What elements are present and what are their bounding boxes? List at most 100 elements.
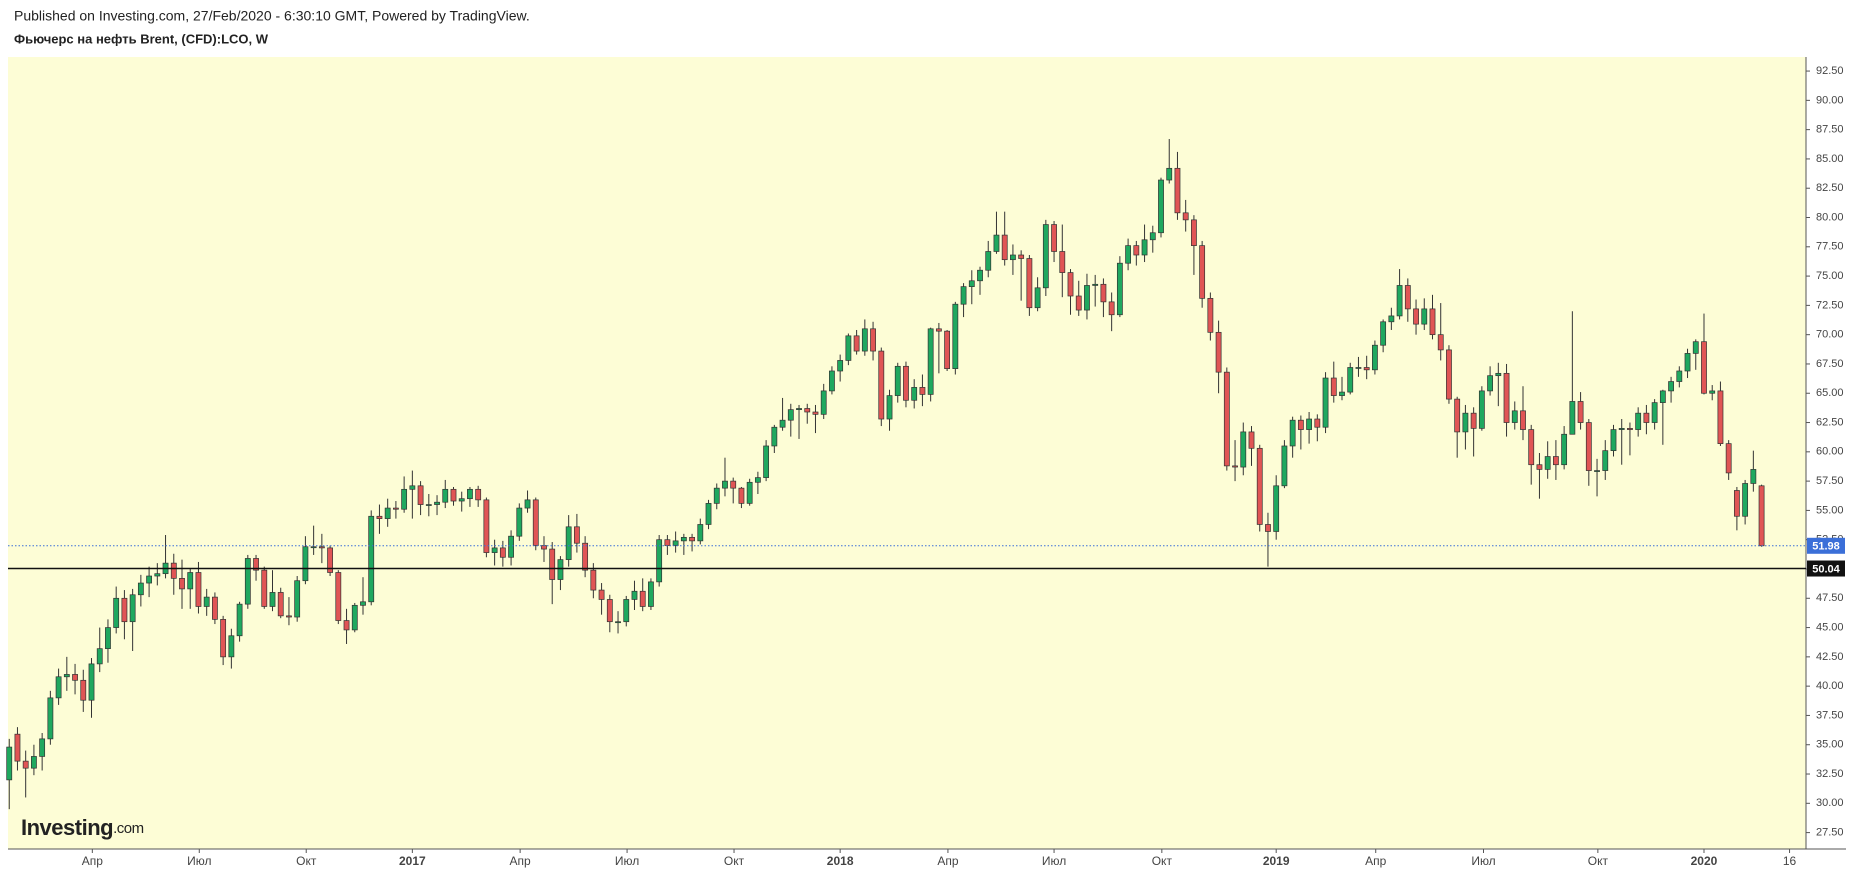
candle-body: [368, 515, 375, 603]
candle-body: [1396, 285, 1403, 317]
candle-body: [1561, 433, 1568, 466]
candle-body: [968, 280, 975, 287]
candle-body: [236, 603, 243, 637]
candle-body: [1265, 524, 1271, 532]
candle-body: [1100, 283, 1107, 303]
candle-body: [63, 674, 70, 678]
y-tick-label: 72.50: [1816, 299, 1844, 311]
candle-body: [787, 409, 794, 421]
candle-body: [154, 573, 161, 577]
x-tick-label: Июл: [1042, 854, 1066, 868]
candle-body: [1758, 485, 1765, 547]
candle-body: [1347, 367, 1354, 393]
candle-body: [952, 303, 959, 369]
candle-body: [1701, 341, 1707, 394]
candle-body: [1577, 401, 1584, 423]
candle-body: [1627, 428, 1633, 430]
candle-body: [467, 488, 473, 500]
candle-body: [220, 619, 227, 658]
x-tick-label: Апр: [82, 854, 104, 868]
candle-body: [1676, 370, 1683, 382]
candle-body: [1026, 258, 1033, 309]
candle-body: [1462, 412, 1469, 433]
price-label-box: [1807, 560, 1845, 577]
y-tick-label: 60.00: [1816, 446, 1844, 458]
candle-body: [1380, 321, 1387, 346]
candle-body: [113, 597, 120, 628]
candle-body: [796, 408, 802, 411]
candle-body: [72, 674, 78, 681]
candle-body: [475, 488, 482, 501]
candle-body: [1585, 422, 1592, 471]
candle-body: [14, 733, 21, 762]
candle-body: [870, 328, 876, 352]
candle-body: [1149, 232, 1156, 241]
candle-body: [754, 477, 761, 483]
candle-body: [318, 546, 325, 549]
candle-body: [1503, 372, 1510, 423]
brand-name: Investing: [21, 815, 113, 840]
candle-body: [244, 558, 251, 605]
candle-body: [1487, 375, 1493, 392]
candle-body: [977, 269, 983, 282]
candle-body: [812, 411, 819, 415]
candle-body: [672, 540, 679, 546]
candle-body: [409, 485, 416, 490]
candle-body: [985, 251, 992, 271]
candle-body: [1684, 353, 1691, 372]
candle-body: [253, 558, 259, 571]
candle-body: [1215, 331, 1222, 373]
y-tick-label: 92.50: [1816, 65, 1844, 77]
y-tick-label: 67.50: [1816, 358, 1844, 370]
candle-body: [1067, 272, 1074, 297]
candle-body: [1536, 464, 1543, 470]
candle-body: [261, 569, 268, 607]
candle-body: [1478, 390, 1485, 429]
candle-body: [1437, 334, 1444, 351]
candle-body: [212, 596, 218, 620]
x-tick-label: Окт: [724, 854, 745, 868]
y-tick-label: 85.00: [1816, 153, 1844, 165]
candle-body: [656, 539, 663, 583]
candle-body: [393, 507, 399, 510]
candle-body: [919, 387, 926, 395]
candle-body: [1191, 219, 1197, 246]
candle-body: [1010, 254, 1016, 261]
y-tick-label: 70.00: [1816, 329, 1844, 341]
candle-body: [878, 350, 885, 420]
candle-body: [1388, 315, 1395, 323]
candle-body: [549, 548, 556, 580]
y-tick-label: 57.50: [1816, 475, 1844, 487]
candle-body: [837, 360, 844, 372]
candle-body: [845, 335, 852, 361]
candle-body: [96, 648, 103, 665]
candle-body: [746, 481, 753, 504]
candle-body: [1717, 390, 1724, 444]
x-tick-label: Июл: [1471, 854, 1495, 868]
candle-body: [697, 524, 704, 542]
candle-body: [1733, 490, 1740, 517]
candle-body: [417, 485, 424, 505]
candle-body: [911, 387, 918, 401]
candle-body: [1528, 429, 1535, 466]
candle-body: [738, 487, 745, 504]
candle-body: [1725, 443, 1732, 474]
candle-body: [39, 738, 46, 757]
candle-body: [195, 572, 202, 607]
candle-body: [861, 328, 868, 352]
candle-body: [1404, 285, 1411, 310]
y-tick-label: 40.00: [1816, 680, 1844, 692]
candle-body: [903, 365, 909, 401]
candle-body: [705, 503, 712, 525]
candle-body: [351, 604, 358, 631]
candle-body: [491, 547, 498, 553]
x-tick-label: Апр: [510, 854, 532, 868]
y-tick-label: 45.00: [1816, 621, 1844, 633]
candle-body: [1520, 410, 1526, 430]
candle-body: [1635, 412, 1642, 430]
candle-body: [730, 480, 737, 489]
x-tick-label: 2019: [1263, 854, 1290, 868]
candle-body: [1659, 390, 1666, 403]
candle-body: [1330, 377, 1337, 396]
y-tick-label: 87.50: [1816, 124, 1844, 136]
